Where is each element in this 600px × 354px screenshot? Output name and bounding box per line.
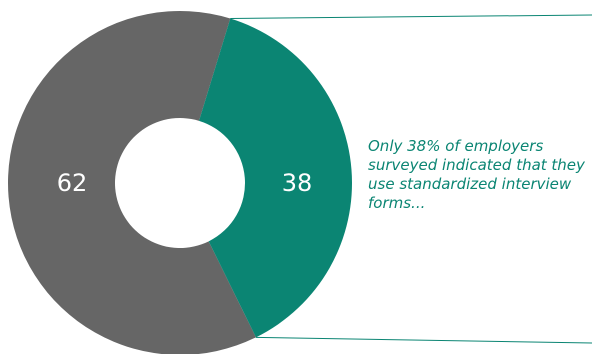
slice-label-38: 38	[282, 169, 313, 197]
callout-line-top	[230, 14, 593, 20]
slice-label-62: 62	[57, 169, 88, 197]
donut-slice-38	[199, 18, 352, 338]
callout-annotation: Only 38% of employers surveyed indicated…	[368, 137, 585, 212]
callout-line-bottom	[255, 336, 593, 344]
donut-slice-62	[8, 11, 256, 354]
